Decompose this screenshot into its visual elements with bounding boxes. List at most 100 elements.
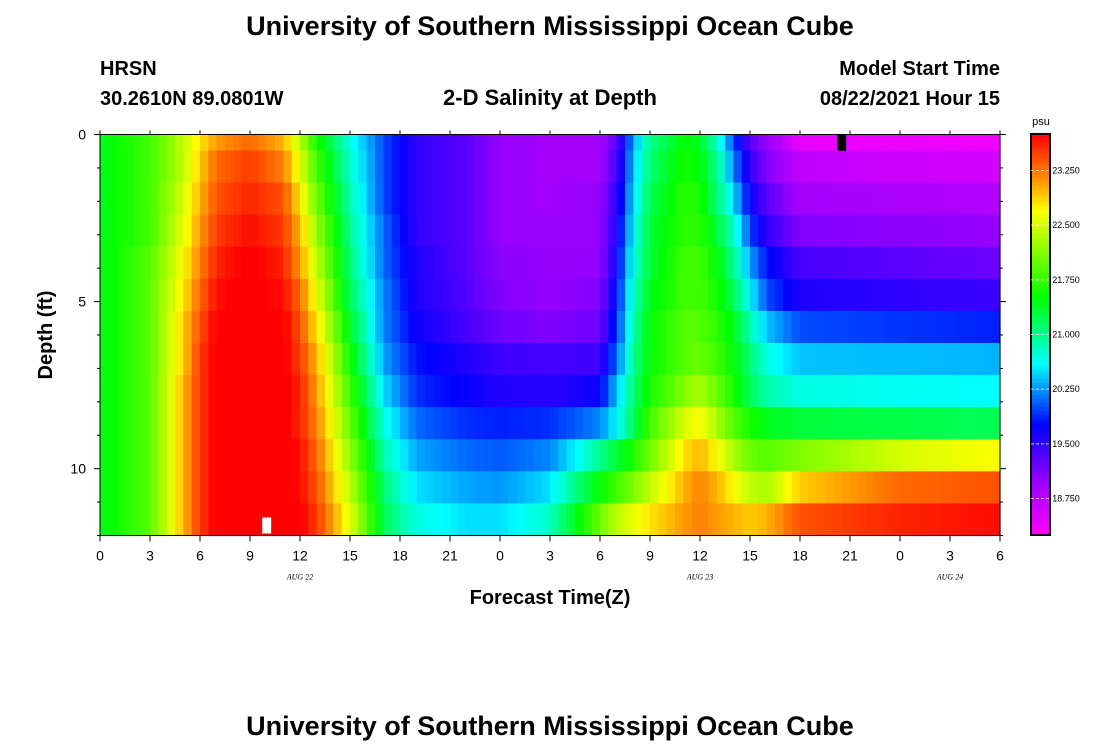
heatmap-cell — [758, 439, 768, 472]
heatmap-cell — [933, 375, 943, 408]
heatmap-cell — [616, 182, 626, 216]
heatmap-cell — [666, 407, 676, 440]
heatmap-cell — [650, 343, 659, 376]
heatmap-cell — [358, 310, 368, 344]
heatmap-cell — [933, 343, 943, 376]
heatmap-cell — [708, 214, 718, 248]
heatmap-cell — [283, 439, 293, 472]
colorbar-segment — [1031, 346, 1050, 352]
heatmap-cell — [625, 503, 634, 537]
heatmap-cell — [491, 278, 501, 312]
heatmap-cell — [533, 214, 543, 248]
heatmap-cell — [166, 214, 176, 248]
heatmap-cell — [450, 150, 459, 184]
heatmap-cell — [808, 214, 818, 248]
heatmap-cell — [550, 246, 559, 280]
heatmap-cell — [616, 503, 626, 537]
heatmap-cell — [841, 310, 851, 344]
heatmap-cell — [533, 375, 543, 408]
heatmap-cell — [650, 150, 659, 184]
heatmap-cell — [658, 375, 668, 408]
heatmap-cell — [883, 375, 893, 408]
heatmap-cell — [108, 407, 118, 440]
heatmap-cell — [916, 343, 926, 376]
heatmap-cell — [641, 439, 651, 472]
heatmap-cell — [358, 150, 368, 184]
heatmap-cell — [700, 182, 709, 216]
heatmap-cell — [216, 150, 226, 184]
heatmap-cell — [550, 439, 559, 472]
heatmap-cell — [508, 439, 518, 472]
heatmap-cell — [225, 134, 234, 152]
heatmap-cell — [691, 214, 701, 248]
heatmap-cell — [816, 343, 826, 376]
heatmap-cell — [225, 182, 234, 216]
heatmap-cell — [558, 471, 568, 505]
heatmap-cell — [725, 439, 734, 472]
colorbar-segment — [1031, 470, 1050, 476]
heatmap-cell — [191, 407, 201, 440]
heatmap-cell — [916, 134, 926, 152]
heatmap-cell — [908, 471, 918, 505]
heatmap-cell — [175, 471, 184, 505]
heatmap-cell — [508, 310, 518, 344]
heatmap-cell — [791, 134, 801, 152]
heatmap-cell — [633, 407, 643, 440]
heatmap-cell — [483, 439, 493, 472]
heatmap-cell — [966, 134, 976, 152]
heatmap-cell — [100, 407, 109, 440]
heatmap-cell — [191, 150, 201, 184]
heatmap-cell — [666, 134, 676, 152]
heatmap-cell — [733, 150, 743, 184]
heatmap-cell — [816, 182, 826, 216]
heatmap-cell — [291, 182, 301, 216]
heatmap-cell — [791, 310, 801, 344]
heatmap-cell — [583, 246, 593, 280]
heatmap-cell — [858, 471, 868, 505]
heatmap-cell — [575, 246, 584, 280]
heatmap-cell — [908, 246, 918, 280]
heatmap-cell — [366, 471, 376, 505]
heatmap-cell — [350, 134, 359, 152]
heatmap-cell — [208, 439, 218, 472]
heatmap-cell — [616, 439, 626, 472]
heatmap-cell — [675, 214, 684, 248]
heatmap-cell — [341, 375, 351, 408]
heatmap-cell — [741, 150, 751, 184]
colorbar-segment — [1031, 262, 1050, 267]
heatmap-cell — [533, 150, 543, 184]
x-tick-label: 15 — [742, 548, 758, 564]
heatmap-cell — [600, 134, 609, 152]
heatmap-cell — [658, 310, 668, 344]
colorbar-segment — [1031, 394, 1050, 400]
heatmap-cell — [733, 134, 743, 152]
heatmap-cell — [883, 246, 893, 280]
heatmap-cell — [491, 407, 501, 440]
heatmap-cell — [808, 471, 818, 505]
heatmap-cell — [900, 134, 909, 152]
heatmap-cell — [591, 503, 601, 537]
heatmap-cell — [766, 407, 776, 440]
colorbar-segment — [1031, 418, 1050, 424]
heatmap-cell — [858, 150, 868, 184]
heatmap-cell — [675, 503, 684, 537]
heatmap-cell — [233, 150, 243, 184]
heatmap-cell — [400, 375, 409, 408]
heatmap-cell — [425, 375, 434, 408]
heatmap-cell — [400, 439, 409, 472]
heatmap-cell — [450, 343, 459, 376]
heatmap-cell — [991, 375, 1001, 408]
heatmap-cell — [850, 278, 859, 312]
heatmap-cell — [241, 214, 251, 248]
heatmap-cell — [583, 471, 593, 505]
heatmap-cell — [566, 503, 576, 537]
heatmap-cell — [833, 439, 843, 472]
heatmap-cell — [558, 246, 568, 280]
heatmap-cell — [375, 343, 384, 376]
heatmap-cell — [408, 343, 418, 376]
heatmap-cell — [941, 407, 951, 440]
heatmap-cell — [416, 278, 426, 312]
day-label: AUG 24 — [936, 573, 963, 582]
heatmap-cell — [458, 182, 468, 216]
heatmap-cell — [416, 503, 426, 537]
